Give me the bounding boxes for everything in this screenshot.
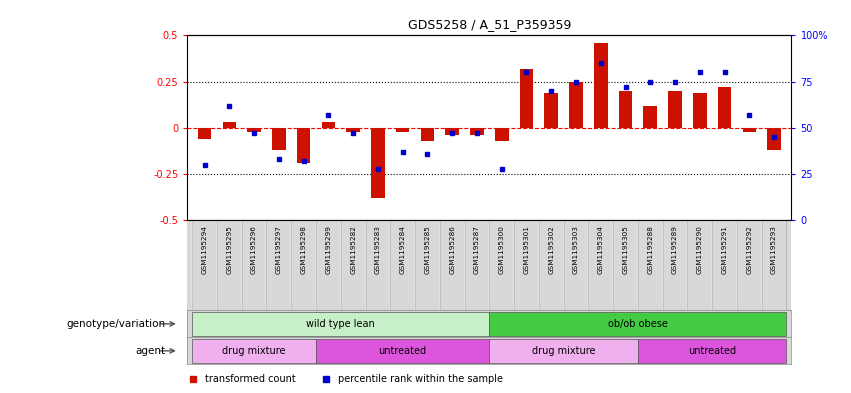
- Text: GSM1195297: GSM1195297: [276, 225, 282, 274]
- Bar: [489, 220, 514, 310]
- Bar: [743, 128, 757, 132]
- Bar: [638, 339, 786, 363]
- Bar: [768, 128, 781, 150]
- Bar: [465, 220, 489, 310]
- Bar: [619, 91, 632, 128]
- Text: GSM1195283: GSM1195283: [375, 225, 381, 274]
- Bar: [762, 220, 786, 310]
- Text: transformed count: transformed count: [205, 374, 296, 384]
- Text: GSM1195282: GSM1195282: [350, 225, 356, 274]
- Bar: [737, 220, 762, 310]
- Text: GSM1195300: GSM1195300: [499, 225, 505, 274]
- Text: GSM1195291: GSM1195291: [722, 225, 728, 274]
- Bar: [688, 220, 712, 310]
- Text: GSM1195303: GSM1195303: [573, 225, 579, 274]
- Bar: [712, 220, 737, 310]
- Bar: [192, 312, 489, 336]
- Text: untreated: untreated: [688, 346, 736, 356]
- Bar: [272, 128, 286, 150]
- Bar: [594, 43, 608, 128]
- Bar: [638, 220, 663, 310]
- Text: GSM1195286: GSM1195286: [449, 225, 455, 274]
- Text: GSM1195299: GSM1195299: [325, 225, 331, 274]
- Text: genotype/variation: genotype/variation: [67, 319, 166, 329]
- Text: percentile rank within the sample: percentile rank within the sample: [338, 374, 503, 384]
- Bar: [291, 220, 316, 310]
- Bar: [489, 339, 638, 363]
- Bar: [663, 220, 688, 310]
- Bar: [420, 128, 434, 141]
- Text: wild type lean: wild type lean: [306, 319, 375, 329]
- Bar: [391, 220, 415, 310]
- Text: GSM1195298: GSM1195298: [300, 225, 306, 274]
- Bar: [222, 122, 236, 128]
- Bar: [470, 128, 483, 135]
- Bar: [613, 220, 638, 310]
- Text: GSM1195289: GSM1195289: [672, 225, 678, 274]
- Bar: [693, 93, 706, 128]
- Text: GDS5258 / A_51_P359359: GDS5258 / A_51_P359359: [408, 18, 571, 31]
- Bar: [316, 220, 340, 310]
- Text: GSM1195302: GSM1195302: [548, 225, 554, 274]
- Text: GSM1195294: GSM1195294: [202, 225, 208, 274]
- Bar: [192, 220, 217, 310]
- Bar: [545, 93, 558, 128]
- Text: GSM1195296: GSM1195296: [251, 225, 257, 274]
- Text: GSM1195287: GSM1195287: [474, 225, 480, 274]
- Bar: [588, 220, 613, 310]
- Text: GSM1195304: GSM1195304: [597, 225, 603, 274]
- Bar: [366, 220, 391, 310]
- Bar: [217, 220, 242, 310]
- Bar: [297, 128, 311, 163]
- Bar: [248, 128, 261, 132]
- Text: drug mixture: drug mixture: [532, 346, 596, 356]
- Bar: [371, 128, 385, 198]
- Bar: [192, 339, 316, 363]
- Bar: [569, 82, 583, 128]
- Text: GSM1195293: GSM1195293: [771, 225, 777, 274]
- Bar: [440, 220, 465, 310]
- Text: GSM1195290: GSM1195290: [697, 225, 703, 274]
- Text: GSM1195301: GSM1195301: [523, 225, 529, 274]
- Bar: [396, 128, 409, 132]
- Bar: [489, 312, 786, 336]
- Text: GSM1195285: GSM1195285: [425, 225, 431, 274]
- Bar: [563, 220, 588, 310]
- Bar: [415, 220, 440, 310]
- Bar: [539, 220, 563, 310]
- Bar: [346, 128, 360, 132]
- Bar: [668, 91, 682, 128]
- Text: GSM1195295: GSM1195295: [226, 225, 232, 274]
- Text: GSM1195284: GSM1195284: [400, 225, 406, 274]
- Text: GSM1195292: GSM1195292: [746, 225, 752, 274]
- Bar: [514, 220, 539, 310]
- Bar: [520, 69, 534, 128]
- Bar: [643, 106, 657, 128]
- Text: GSM1195288: GSM1195288: [648, 225, 654, 274]
- Bar: [717, 87, 731, 128]
- Bar: [322, 122, 335, 128]
- Text: drug mixture: drug mixture: [222, 346, 286, 356]
- Bar: [445, 128, 459, 135]
- Bar: [197, 128, 211, 139]
- Text: untreated: untreated: [379, 346, 426, 356]
- Text: GSM1195305: GSM1195305: [623, 225, 629, 274]
- Text: agent: agent: [136, 346, 166, 356]
- Bar: [495, 128, 509, 141]
- Bar: [266, 220, 291, 310]
- Bar: [340, 220, 366, 310]
- Bar: [316, 339, 489, 363]
- Text: ob/ob obese: ob/ob obese: [608, 319, 668, 329]
- Bar: [242, 220, 266, 310]
